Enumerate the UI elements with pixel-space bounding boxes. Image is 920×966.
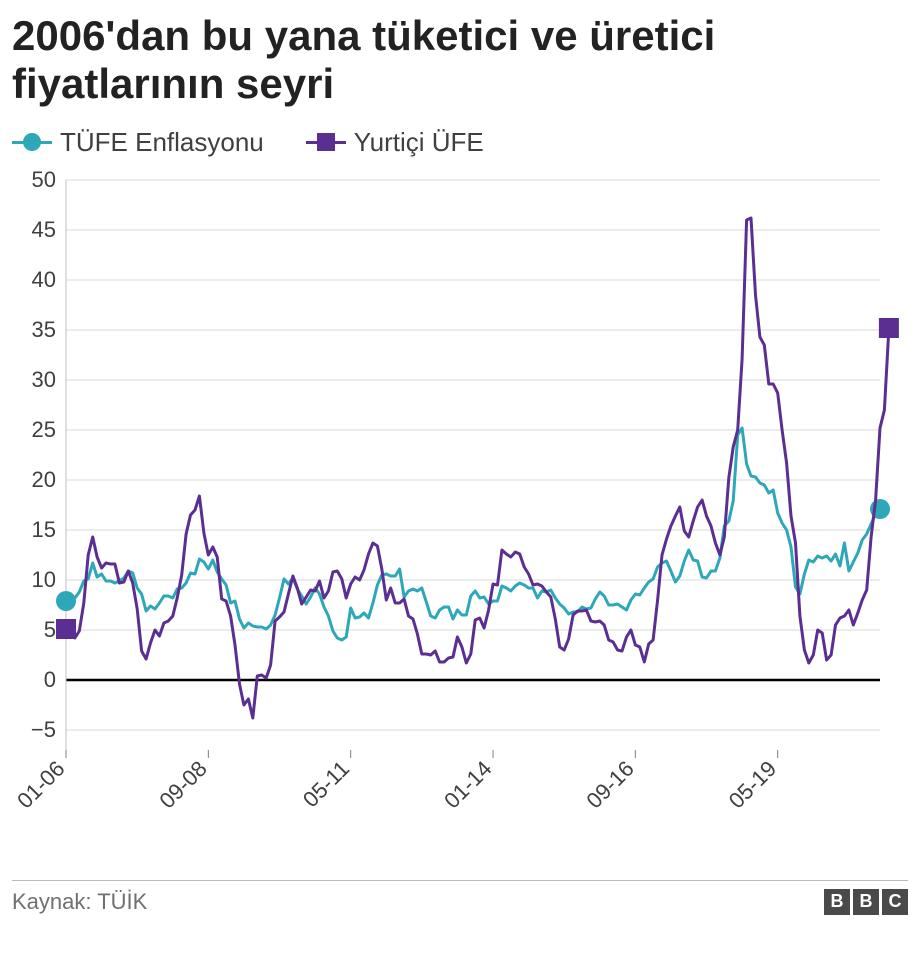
legend-item-tufe: TÜFE Enflasyonu <box>12 127 264 158</box>
svg-text:45: 45 <box>32 217 56 242</box>
svg-text:30: 30 <box>32 367 56 392</box>
svg-text:0: 0 <box>44 667 56 692</box>
legend-label: TÜFE Enflasyonu <box>60 127 264 158</box>
legend-marker-square <box>306 132 346 152</box>
footer: Kaynak: TÜİK B B C <box>12 880 908 915</box>
legend-marker-circle <box>12 132 52 152</box>
legend-label: Yurtiçi ÜFE <box>354 127 484 158</box>
svg-text:50: 50 <box>32 170 56 192</box>
line-chart-svg: −50510152025303540455001-0609-0805-1101-… <box>12 170 908 860</box>
svg-text:40: 40 <box>32 267 56 292</box>
svg-text:−5: −5 <box>31 717 56 742</box>
source-text: Kaynak: TÜİK <box>12 889 147 915</box>
legend-item-ufe: Yurtiçi ÜFE <box>306 127 484 158</box>
bbc-logo-c: C <box>882 889 908 915</box>
bbc-logo-b2: B <box>853 889 879 915</box>
bbc-logo-b1: B <box>824 889 850 915</box>
chart-title: 2006'dan bu yana tüketici ve üretici fiy… <box>12 12 908 109</box>
legend: TÜFE Enflasyonu Yurtiçi ÜFE <box>12 127 908 158</box>
svg-text:35: 35 <box>32 317 56 342</box>
svg-text:20: 20 <box>32 467 56 492</box>
svg-text:25: 25 <box>32 417 56 442</box>
chart-container: 2006'dan bu yana tüketici ve üretici fiy… <box>0 0 920 927</box>
svg-text:15: 15 <box>32 517 56 542</box>
svg-text:10: 10 <box>32 567 56 592</box>
bbc-logo: B B C <box>824 889 908 915</box>
svg-text:5: 5 <box>44 617 56 642</box>
chart-plot-area: −50510152025303540455001-0609-0805-1101-… <box>12 170 908 860</box>
